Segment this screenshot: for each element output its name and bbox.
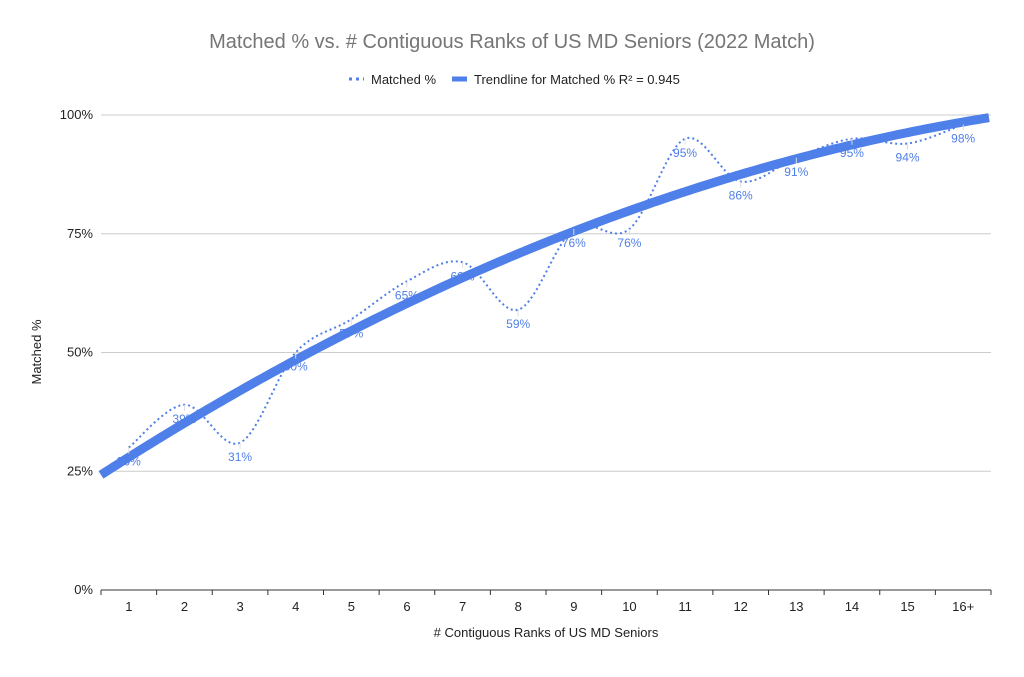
data-label: 86% xyxy=(729,189,753,203)
data-label: 95% xyxy=(840,146,864,160)
y-axis-label: Matched % xyxy=(29,319,44,384)
y-tick-label: 25% xyxy=(67,463,93,478)
x-tick-label: 15 xyxy=(900,599,914,614)
x-tick-label: 9 xyxy=(570,599,577,614)
x-tick-label: 4 xyxy=(292,599,299,614)
x-tick-label: 16+ xyxy=(952,599,974,614)
x-tick-label: 7 xyxy=(459,599,466,614)
y-tick-label: 0% xyxy=(74,582,93,597)
x-tick-label: 13 xyxy=(789,599,803,614)
chart-title: Matched % vs. # Contiguous Ranks of US M… xyxy=(209,31,815,53)
data-label: 57% xyxy=(339,326,363,340)
x-tick-label: 2 xyxy=(181,599,188,614)
legend-label-trendline: Trendline for Matched % R² = 0.945 xyxy=(474,72,680,87)
data-label: 76% xyxy=(562,236,586,250)
data-label: 95% xyxy=(673,146,697,160)
y-tick-label: 75% xyxy=(67,226,93,241)
x-tick-label: 6 xyxy=(403,599,410,614)
data-label: 50% xyxy=(284,360,308,374)
data-label: 59% xyxy=(506,317,530,331)
x-tick-label: 10 xyxy=(622,599,636,614)
x-tick-label: 12 xyxy=(733,599,747,614)
data-label: 76% xyxy=(617,236,641,250)
x-tick-label: 5 xyxy=(348,599,355,614)
data-label: 94% xyxy=(896,151,920,165)
series-line-matched xyxy=(128,123,964,449)
x-axis-label: # Contiguous Ranks of US MD Seniors xyxy=(434,625,659,640)
y-tick-label: 100% xyxy=(60,107,94,122)
x-tick-label: 8 xyxy=(515,599,522,614)
x-tick-label: 14 xyxy=(845,599,859,614)
legend-label-matched: Matched % xyxy=(371,72,436,87)
legend: Matched % Trendline for Matched % R² = 0… xyxy=(349,72,680,87)
x-tick-label: 11 xyxy=(678,599,692,614)
data-label: 30% xyxy=(117,455,141,469)
x-tick-label: 1 xyxy=(125,599,132,614)
y-tick-label: 50% xyxy=(67,345,93,360)
data-label: 91% xyxy=(784,165,808,179)
data-label: 98% xyxy=(951,132,975,146)
trendline xyxy=(98,113,990,479)
data-label: 39% xyxy=(172,412,196,426)
x-tick-label: 3 xyxy=(236,599,243,614)
data-label: 69% xyxy=(451,269,475,283)
data-label: 65% xyxy=(395,288,419,302)
data-label: 31% xyxy=(228,450,252,464)
